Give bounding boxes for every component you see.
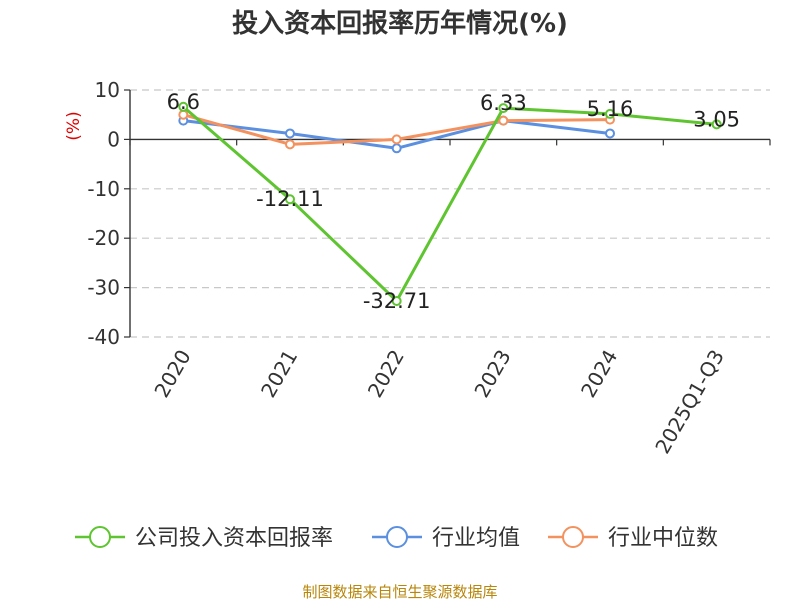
data-label: -32.71 — [363, 289, 431, 313]
legend-label: 行业均值 — [432, 526, 520, 551]
series-line — [182, 105, 717, 303]
source-note: 制图数据来自恒生聚源数据库 — [302, 583, 497, 600]
legend-marker — [386, 526, 408, 548]
legend-marker — [562, 526, 584, 548]
data-label: -12.11 — [256, 187, 324, 211]
x-tick-labels: 2020 2021 2022 2023 2024 2025Q1-Q3 — [149, 346, 729, 458]
data-labels: 6.6 -12.11 -32.71 6.33 5.16 3.05 — [167, 90, 740, 313]
y-axis-label: (%) — [64, 111, 84, 140]
x-tick-label: 2022 — [363, 346, 409, 402]
legend-label: 行业中位数 — [608, 526, 718, 551]
x-tick-label: 2025Q1-Q3 — [650, 346, 729, 458]
y-tick-label: -20 — [87, 226, 120, 250]
y-tick-label: -10 — [87, 177, 120, 201]
data-point — [391, 134, 402, 145]
data-point — [605, 108, 615, 119]
data-point — [391, 143, 402, 154]
x-tick-label: 2021 — [256, 346, 302, 402]
y-tick-label: 0 — [107, 127, 120, 151]
x-tick-label: 2024 — [576, 346, 622, 402]
data-point — [498, 103, 509, 114]
axes — [124, 89, 771, 338]
data-label: 5.16 — [587, 97, 634, 121]
data-point — [285, 194, 295, 205]
data-label: 3.05 — [693, 107, 740, 131]
data-point — [711, 119, 722, 130]
legend-marker — [89, 526, 111, 548]
data-point — [498, 115, 509, 126]
y-tick-label: -40 — [87, 325, 120, 349]
data-point — [285, 139, 295, 150]
x-tick-label: 2023 — [469, 346, 515, 402]
series-group — [178, 101, 722, 306]
legend: 公司投入资本回报率 行业均值 行业中位数 — [75, 526, 718, 551]
chart-title: 投入资本回报率历年情况(%) — [232, 8, 568, 39]
y-tick-label: 10 — [95, 78, 120, 102]
data-point — [391, 295, 402, 306]
legend-label: 公司投入资本回报率 — [135, 526, 333, 551]
data-point — [178, 101, 189, 112]
x-tick-label: 2020 — [149, 346, 195, 402]
data-point — [285, 128, 295, 139]
y-tick-label: -30 — [87, 276, 120, 300]
data-label: 6.33 — [480, 91, 527, 115]
data-label: 6.6 — [167, 90, 200, 114]
data-point — [605, 128, 615, 139]
grid — [130, 89, 770, 338]
y-tick-labels: 10 0 -10 -20 -30 -40 — [87, 78, 120, 349]
